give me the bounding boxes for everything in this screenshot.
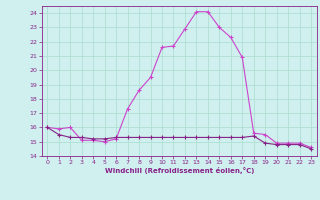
X-axis label: Windchill (Refroidissement éolien,°C): Windchill (Refroidissement éolien,°C) (105, 167, 254, 174)
